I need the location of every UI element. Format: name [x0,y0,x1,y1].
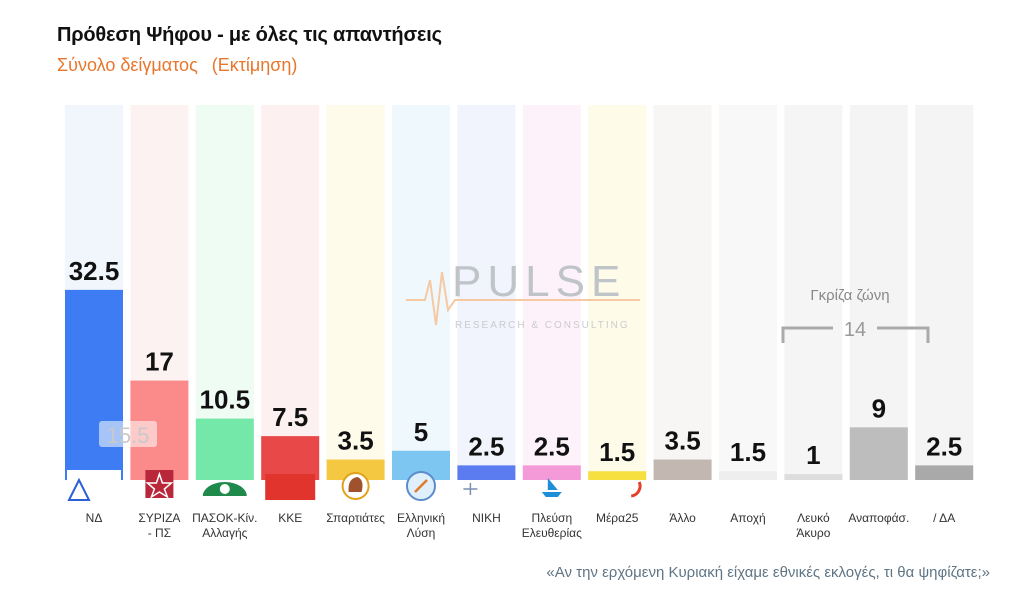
watermark-name: PULSE [452,257,626,306]
bar [915,465,974,480]
elliniki-lysi-logo-icon [406,471,436,501]
category-label: Πλεύση Ελευθερίας [522,511,582,540]
category-label: Άλλο [669,511,696,525]
spartiates-logo-icon [341,472,370,500]
value-label: 2.5 [468,431,504,461]
pulse-watermark: PULSE RESEARCH & CONSULTING [406,257,640,331]
column-background [849,105,908,480]
chart-subtitle: Σύνολο δείγματος (Εκτίμηση) [57,55,297,76]
watermark-pulse-line-icon [406,271,640,326]
annotations: 15.5 [99,421,157,448]
bar [195,418,254,480]
column-background [784,105,843,480]
category-label: ΠΑΣΟΚ-Κίν. Αλλαγής [192,511,257,540]
party-logos [67,470,645,501]
pasok-logo-icon [202,482,247,496]
mera25-logo-icon [590,480,645,498]
value-label: 1.5 [730,437,766,467]
bar [653,459,712,480]
column-background [915,105,974,480]
value-label: 7.5 [272,402,308,432]
category-label: ΣΥΡΙΖΑ - ΠΣ [138,511,180,540]
bar [326,459,385,480]
category-labels: ΝΔ ΣΥΡΙΖΑ - ΠΣ ΠΑΣΟΚ-Κίν. Αλλαγής ΚΚΕ Σπαρτιάτ… [86,511,956,540]
kke-logo-icon [265,474,316,500]
chart-title: Πρόθεση Ψήφου - με όλες τις απαντήσεις [57,24,442,46]
niki-logo-icon [459,481,514,497]
subtitle-note: (Εκτίμηση) [211,55,298,75]
grey-zone-label: Γκρίζα ζώνη [810,287,889,304]
svg-text:15.5: 15.5 [107,423,150,448]
bar [784,474,843,480]
column-background [261,105,320,480]
category-label: Αναποφάσ. [848,511,909,525]
annotation-label: 15.5 [99,421,157,448]
bar [261,436,320,480]
bar [522,465,581,480]
value-label: 17 [145,347,174,377]
category-label: ΝΔ [86,511,103,525]
column-background [719,105,777,480]
value-labels: 32.5 17 10.5 7.5 3.5 5 2.5 2.5 1.5 3.5 1.5 1 9 2.5 [69,256,963,470]
survey-question: «Αν την ερχόμενη Κυριακή είχαμε εθνικές … [546,564,990,581]
column-background [653,105,712,480]
value-label: 1.5 [599,437,635,467]
column-background [588,105,647,480]
nd-logo-icon [67,470,121,501]
value-label: 32.5 [69,256,120,286]
grey-zone-bracket-line [781,326,930,343]
category-label: / ΔΑ [933,511,955,525]
column-backgrounds [65,105,974,480]
bar [457,465,516,480]
value-label: 2.5 [534,431,570,461]
value-label: 1 [806,440,820,470]
category-label: Σπαρτιάτες [326,511,385,525]
value-label: 3.5 [665,426,701,456]
grey-zone-bracket: Γκρίζα ζώνη 14 [781,287,930,343]
bars [65,289,974,480]
subtitle-main: Σύνολο δείγματος [57,55,198,75]
value-label: 9 [872,393,886,423]
bar [849,427,908,480]
column-background [457,105,516,480]
category-label: ΝΙΚΗ [472,511,501,525]
bar [65,289,123,480]
category-label: Μέρα25 [596,511,639,525]
column-background [522,105,581,480]
column-background [195,105,254,480]
bar [719,471,777,480]
category-label: Λευκό Άκυρο [796,511,830,540]
value-label: 10.5 [199,385,250,415]
category-label: ΚΚΕ [278,511,302,525]
value-label: 2.5 [926,431,962,461]
grey-zone-value: 14 [844,319,866,341]
watermark-tagline: RESEARCH & CONSULTING [455,320,630,331]
syriza-logo-icon [145,470,174,499]
category-label: Ελληνική Λύση [397,511,445,540]
value-label: 3.5 [338,426,374,456]
column-background [326,105,385,480]
category-label: Αποχή [730,511,765,525]
plefsi-logo-icon [541,478,562,497]
value-label: 5 [414,417,428,447]
bar [588,471,647,480]
